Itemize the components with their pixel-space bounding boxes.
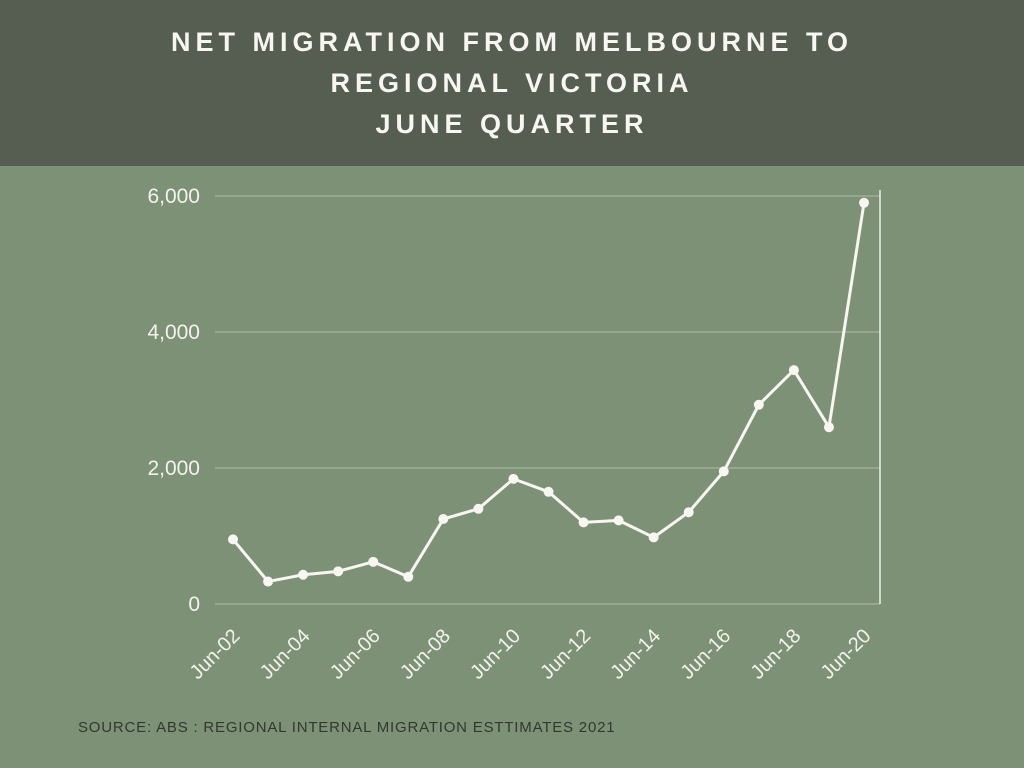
x-axis-label: Jun-08 [396, 625, 455, 684]
data-point [718, 466, 729, 477]
y-axis-label: 4,000 [147, 321, 200, 344]
data-point [648, 532, 659, 543]
data-point [543, 486, 554, 497]
data-point [753, 399, 764, 410]
y-axis-label: 2,000 [147, 457, 200, 480]
data-point [263, 576, 274, 587]
x-axis-label: Jun-20 [817, 625, 876, 684]
chart-title-line-3: JUNE QUARTER [375, 108, 649, 139]
x-axis-label: Jun-10 [466, 625, 525, 684]
data-point [333, 566, 344, 577]
y-axis-label: 6,000 [147, 185, 200, 208]
source-text: SOURCE: ABS : REGIONAL INTERNAL MIGRATIO… [78, 719, 616, 736]
data-point [298, 569, 309, 580]
data-point [403, 571, 414, 582]
x-axis-label: Jun-02 [186, 625, 245, 684]
x-axis-label: Jun-14 [606, 625, 665, 684]
x-axis-label: Jun-04 [256, 625, 315, 684]
data-point [613, 515, 624, 526]
data-point [228, 534, 238, 545]
x-axis-label: Jun-16 [677, 625, 736, 684]
x-axis-label: Jun-18 [747, 625, 806, 684]
data-point [508, 473, 519, 484]
data-point [859, 197, 869, 208]
chart-header: NET MIGRATION FROM MELBOURNE TO REGIONAL… [0, 0, 1024, 166]
data-point [683, 507, 694, 518]
data-line [231, 201, 866, 584]
data-point [368, 556, 379, 567]
data-point [438, 514, 449, 524]
y-axis-label: 0 [188, 593, 200, 616]
chart-title-line-2: REGIONAL VICTORIA [330, 67, 694, 98]
x-axis-label: Jun-06 [326, 625, 385, 684]
data-point [823, 422, 834, 433]
data-point [788, 365, 799, 376]
x-axis-label: Jun-12 [536, 625, 595, 684]
chart-title-line-1: NET MIGRATION FROM MELBOURNE TO [171, 26, 853, 57]
data-point [473, 503, 484, 514]
data-point [578, 517, 589, 528]
